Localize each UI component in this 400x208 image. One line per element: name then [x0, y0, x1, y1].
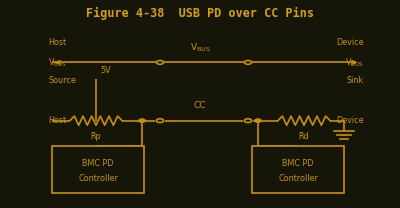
Text: 5V: 5V — [100, 66, 111, 75]
Text: V$_\mathregular{BUS}$: V$_\mathregular{BUS}$ — [190, 42, 210, 54]
Text: BMC PD: BMC PD — [82, 159, 114, 168]
Bar — [252, 146, 344, 193]
Circle shape — [156, 119, 164, 123]
Text: Sink: Sink — [347, 76, 364, 85]
Text: V$_\mathregular{BUS}$: V$_\mathregular{BUS}$ — [48, 56, 67, 69]
Circle shape — [244, 119, 252, 123]
Text: Rp: Rp — [91, 132, 101, 141]
Text: Controller: Controller — [78, 174, 118, 183]
Text: CC: CC — [194, 100, 206, 110]
Text: Device: Device — [336, 116, 364, 125]
Text: BMC PD: BMC PD — [282, 159, 314, 168]
Circle shape — [244, 61, 252, 64]
Bar — [52, 146, 144, 193]
Text: Figure 4-38  USB PD over CC Pins: Figure 4-38 USB PD over CC Pins — [86, 7, 314, 20]
Text: Host: Host — [48, 116, 66, 125]
Text: Host: Host — [48, 38, 66, 47]
Text: V$_\mathregular{BUS}$: V$_\mathregular{BUS}$ — [345, 56, 364, 69]
Text: Source: Source — [48, 76, 76, 85]
Text: Device: Device — [336, 38, 364, 47]
Circle shape — [139, 119, 145, 122]
Text: Rd: Rd — [299, 132, 309, 141]
Circle shape — [156, 61, 164, 64]
Text: Controller: Controller — [278, 174, 318, 183]
Circle shape — [255, 119, 261, 122]
